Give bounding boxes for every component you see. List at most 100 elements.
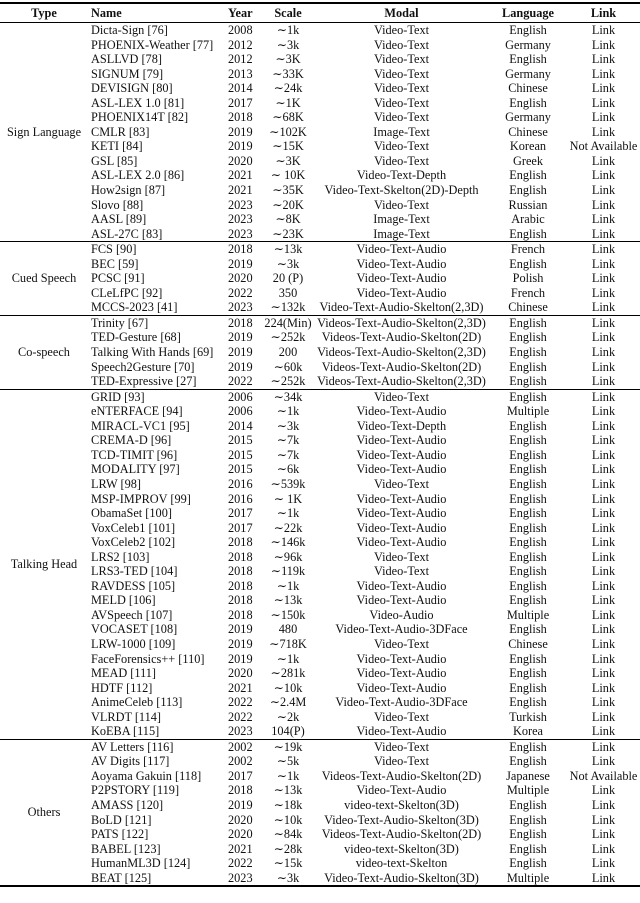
- link-cell[interactable]: Link: [567, 388, 640, 405]
- link-cell[interactable]: Link: [591, 418, 616, 433]
- link-cell[interactable]: Link: [591, 709, 616, 724]
- link-cell[interactable]: Link: [591, 783, 616, 798]
- year-cell: 2023: [228, 300, 253, 315]
- language-cell: French: [510, 285, 546, 300]
- table-row: BEC [59] 2019 ∼3k Video-Text-Audio English Li…: [0, 257, 640, 272]
- language-cell: English: [509, 359, 547, 374]
- link-cell[interactable]: Link: [591, 183, 616, 198]
- modal-cell: Video-Text-Audio: [356, 680, 447, 695]
- link-cell[interactable]: Link: [591, 476, 616, 491]
- link-cell[interactable]: Link: [591, 447, 616, 462]
- link-cell[interactable]: Link: [591, 827, 616, 842]
- link-cell[interactable]: Link: [591, 622, 616, 637]
- dataset-name: CLeLfPC [92]: [91, 285, 163, 300]
- modal-cell: Videos-Text-Audio-Skelton(2,3D): [317, 374, 486, 389]
- dataset-name: AV Digits [117]: [91, 754, 170, 769]
- dataset-name: AV Letters [116]: [88, 738, 228, 755]
- table-row: AV Digits [117] 2002 ∼5k Video-Text English L…: [0, 754, 640, 769]
- link-cell[interactable]: Link: [591, 81, 616, 96]
- link-cell[interactable]: Link: [591, 359, 616, 374]
- link-cell[interactable]: Link: [591, 226, 616, 241]
- language-cell: English: [509, 506, 547, 521]
- header-year: Year: [228, 3, 262, 23]
- link-cell[interactable]: Link: [591, 651, 616, 666]
- link-cell[interactable]: Link: [591, 330, 616, 345]
- link-cell[interactable]: Link: [591, 404, 616, 419]
- link-cell[interactable]: Link: [591, 578, 616, 593]
- dataset-name: Trinity [67]: [88, 314, 228, 331]
- dataset-name: Dicta-Sign [76]: [91, 23, 168, 37]
- year-cell: 2018: [228, 241, 262, 257]
- dataset-name: MODALITY [97]: [91, 462, 180, 477]
- language-cell: English: [509, 476, 547, 491]
- dataset-name: GSL [85]: [91, 153, 138, 168]
- link-cell[interactable]: Link: [591, 695, 616, 710]
- link-cell[interactable]: Link: [591, 666, 616, 681]
- year-cell: 2019: [228, 139, 253, 154]
- language-cell: English: [489, 388, 567, 405]
- link-cell[interactable]: Link: [591, 256, 616, 271]
- dataset-name: How2sign [87]: [91, 183, 166, 198]
- link-cell[interactable]: Link: [591, 680, 616, 695]
- link-cell[interactable]: Link: [591, 285, 616, 300]
- link-cell[interactable]: Link: [591, 535, 616, 550]
- language-cell: English: [489, 738, 567, 755]
- link-cell[interactable]: Link: [567, 314, 640, 331]
- modal-cell: Videos-Text-Audio-Skelton(2D): [321, 827, 482, 842]
- link-cell[interactable]: Link: [591, 66, 616, 81]
- table-row: TCD-TIMIT [96] 2015 ∼7k Video-Text-Audio Eng…: [0, 448, 640, 463]
- link-cell[interactable]: Link: [591, 197, 616, 212]
- link-cell[interactable]: Link: [591, 797, 616, 812]
- link-cell[interactable]: Link: [591, 37, 616, 52]
- link-cell[interactable]: Link: [591, 491, 616, 506]
- link-cell[interactable]: Link: [591, 841, 616, 856]
- link-cell[interactable]: Link: [591, 271, 616, 286]
- link-cell[interactable]: Link: [591, 607, 616, 622]
- language-cell: English: [509, 856, 547, 871]
- scale-cell: ∼13k: [273, 783, 303, 798]
- link-cell[interactable]: Link: [591, 812, 616, 827]
- dataset-name: AnimeCeleb [113]: [91, 695, 183, 710]
- link-cell[interactable]: Link: [591, 374, 616, 389]
- link-cell[interactable]: Link: [591, 870, 616, 885]
- table-row: ObamaSet [100] 2017 ∼1k Video-Text-Audio Eng…: [0, 506, 640, 521]
- link-cell[interactable]: Link: [591, 856, 616, 871]
- link-cell[interactable]: Link: [567, 738, 640, 755]
- link-cell[interactable]: Link: [591, 433, 616, 448]
- link-cell[interactable]: Link: [591, 153, 616, 168]
- table-row: CLeLfPC [92] 2022 350 Video-Text-Audio Frenc…: [0, 286, 640, 301]
- link-cell[interactable]: Link: [591, 462, 616, 477]
- link-cell[interactable]: Link: [591, 168, 616, 183]
- link-cell[interactable]: Link: [591, 636, 616, 651]
- link-cell[interactable]: Link: [591, 345, 616, 360]
- year-cell: 2021: [228, 168, 253, 183]
- dataset-name: P2PSTORY [119]: [91, 783, 180, 798]
- link-cell[interactable]: Link: [591, 212, 616, 227]
- modal-cell: video-text-Skelton(3D): [344, 841, 459, 856]
- link-cell[interactable]: Link: [591, 564, 616, 579]
- link-cell[interactable]: Link: [591, 520, 616, 535]
- scale-cell: ∼252k: [270, 374, 306, 389]
- link-cell[interactable]: Link: [591, 52, 616, 67]
- link-cell[interactable]: Link: [567, 241, 640, 257]
- language-cell: English: [509, 418, 547, 433]
- link-cell[interactable]: Link: [591, 110, 616, 125]
- year-cell: 2014: [228, 418, 253, 433]
- link-cell[interactable]: Link: [591, 754, 616, 769]
- link-cell[interactable]: Link: [591, 124, 616, 139]
- link-cell[interactable]: Link: [591, 23, 616, 37]
- language-cell: English: [509, 447, 547, 462]
- link-cell[interactable]: Link: [591, 724, 616, 739]
- modal-cell: Video-Text: [373, 197, 430, 212]
- table-row: KoEBA [115] 2023 104(P) Video-Text-Audio Kor…: [0, 724, 640, 739]
- link-cell[interactable]: Link: [591, 300, 616, 315]
- link-cell[interactable]: Link: [591, 593, 616, 608]
- dataset-name: ASLLVD [78]: [91, 52, 162, 67]
- dataset-name: MEAD [111]: [91, 666, 157, 681]
- year-cell: 2002: [228, 754, 253, 769]
- link-cell[interactable]: Link: [591, 549, 616, 564]
- modal-cell: Video-Text: [373, 23, 430, 37]
- table-row: TED-Expressive [27] 2022 ∼252k Videos-Text-…: [0, 374, 640, 389]
- link-cell[interactable]: Link: [591, 506, 616, 521]
- link-cell[interactable]: Link: [591, 95, 616, 110]
